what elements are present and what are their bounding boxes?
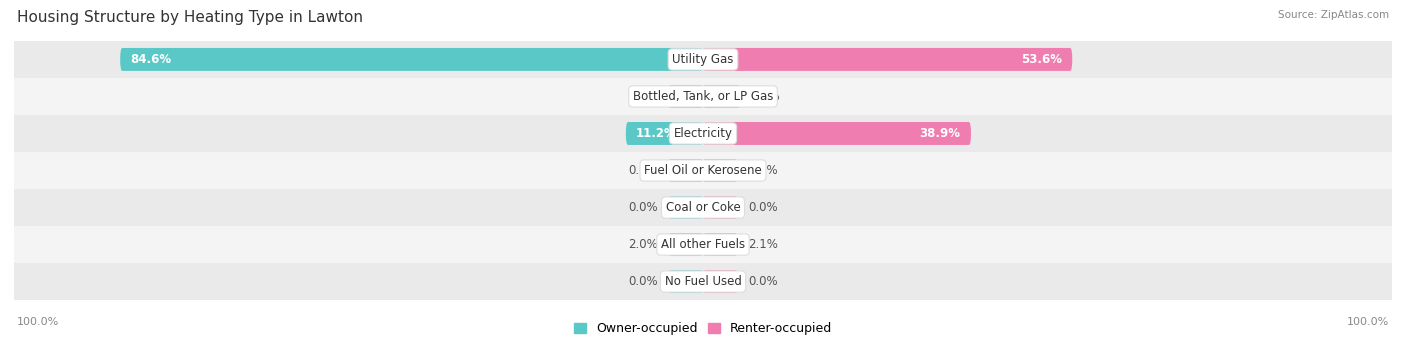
Text: 2.0%: 2.0% <box>628 238 658 251</box>
Text: Coal or Coke: Coal or Coke <box>665 201 741 214</box>
Text: All other Fuels: All other Fuels <box>661 238 745 251</box>
Text: 38.9%: 38.9% <box>920 127 960 140</box>
Text: Housing Structure by Heating Type in Lawton: Housing Structure by Heating Type in Law… <box>17 10 363 25</box>
Text: 2.2%: 2.2% <box>628 90 658 103</box>
Text: 0.0%: 0.0% <box>748 164 778 177</box>
Text: 0.0%: 0.0% <box>748 201 778 214</box>
FancyBboxPatch shape <box>120 48 703 71</box>
FancyBboxPatch shape <box>669 270 703 293</box>
Text: 0.0%: 0.0% <box>628 164 658 177</box>
FancyBboxPatch shape <box>669 85 703 108</box>
FancyBboxPatch shape <box>626 122 703 145</box>
Text: 100.0%: 100.0% <box>17 317 59 327</box>
FancyBboxPatch shape <box>703 85 740 108</box>
Text: Fuel Oil or Kerosene: Fuel Oil or Kerosene <box>644 164 762 177</box>
Text: 11.2%: 11.2% <box>636 127 676 140</box>
Text: Electricity: Electricity <box>673 127 733 140</box>
FancyBboxPatch shape <box>703 159 738 182</box>
Text: Source: ZipAtlas.com: Source: ZipAtlas.com <box>1278 10 1389 20</box>
FancyBboxPatch shape <box>703 270 738 293</box>
Text: Bottled, Tank, or LP Gas: Bottled, Tank, or LP Gas <box>633 90 773 103</box>
Bar <box>14 152 1392 189</box>
Bar <box>14 41 1392 78</box>
Text: 84.6%: 84.6% <box>131 53 172 66</box>
Legend: Owner-occupied, Renter-occupied: Owner-occupied, Renter-occupied <box>568 317 838 340</box>
Text: 5.4%: 5.4% <box>751 90 780 103</box>
Bar <box>14 189 1392 226</box>
FancyBboxPatch shape <box>703 48 1073 71</box>
Text: 0.0%: 0.0% <box>628 275 658 288</box>
FancyBboxPatch shape <box>703 196 738 219</box>
FancyBboxPatch shape <box>703 233 738 256</box>
FancyBboxPatch shape <box>703 122 972 145</box>
Text: 53.6%: 53.6% <box>1021 53 1062 66</box>
Text: 0.0%: 0.0% <box>628 201 658 214</box>
FancyBboxPatch shape <box>669 196 703 219</box>
Bar <box>14 263 1392 300</box>
Bar <box>14 78 1392 115</box>
Text: 100.0%: 100.0% <box>1347 317 1389 327</box>
Text: No Fuel Used: No Fuel Used <box>665 275 741 288</box>
FancyBboxPatch shape <box>669 233 703 256</box>
Bar <box>14 115 1392 152</box>
Text: Utility Gas: Utility Gas <box>672 53 734 66</box>
Bar <box>14 226 1392 263</box>
FancyBboxPatch shape <box>669 159 703 182</box>
Text: 2.1%: 2.1% <box>748 238 778 251</box>
Text: 0.0%: 0.0% <box>748 275 778 288</box>
